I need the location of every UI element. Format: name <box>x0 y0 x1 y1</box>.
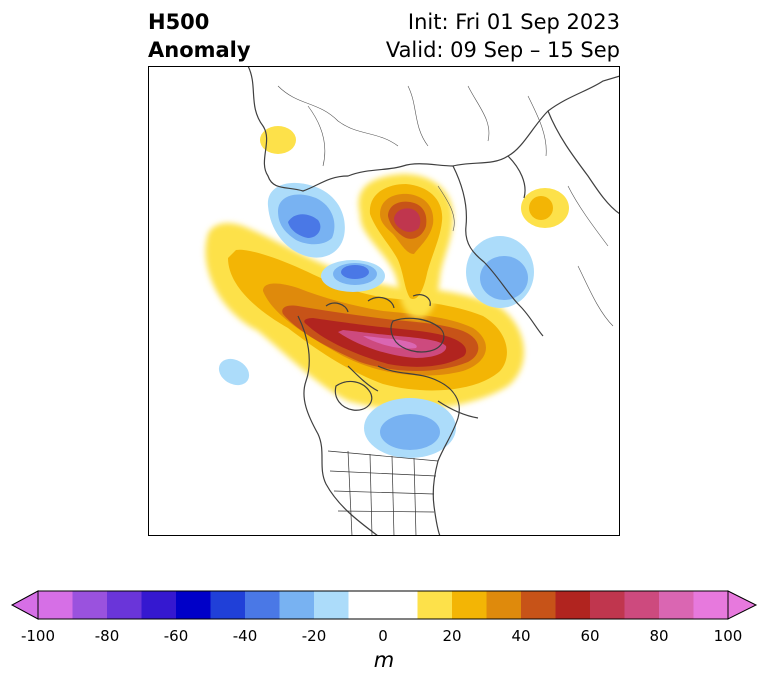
colorbar-tick-label: -100 <box>20 627 56 645</box>
title-line-2: Anomaly <box>148 38 251 62</box>
coastlines <box>247 66 620 536</box>
colorbar-tick-label: 100 <box>713 627 743 645</box>
valid-range: Valid: 09 Sep – 15 Sep <box>385 38 620 62</box>
anomaly-fill <box>205 126 569 458</box>
colorbar-segment <box>417 591 453 619</box>
negative-anomaly-nw <box>267 182 345 258</box>
map-svg <box>148 66 620 536</box>
colorbar-segment <box>693 591 729 619</box>
colorbar <box>10 590 758 620</box>
colorbar-segment <box>314 591 349 619</box>
positive-anomaly-main <box>205 223 525 410</box>
colorbar-tick-label: -80 <box>94 627 120 645</box>
map-border <box>148 66 620 536</box>
colorbar-segment <box>245 591 280 619</box>
colorbar-tick-label: 80 <box>649 627 669 645</box>
positive-anomaly-nw <box>260 126 296 154</box>
colorbar-segment <box>176 591 211 619</box>
colorbar-segment <box>72 591 108 619</box>
negative-anomaly-north <box>321 260 385 292</box>
colorbar-svg <box>10 590 758 620</box>
colorbar-unit: m <box>373 648 395 672</box>
init-date: Init: Fri 01 Sep 2023 <box>407 10 620 34</box>
colorbar-segment <box>141 591 177 619</box>
colorbar-segment <box>590 591 625 619</box>
colorbar-tick-label: 60 <box>580 627 600 645</box>
negative-anomaly-great-lakes <box>364 398 456 458</box>
colorbar-segment <box>107 591 142 619</box>
date-info: Init: Fri 01 Sep 2023 Valid: 09 Sep – 15… <box>386 8 620 64</box>
colorbar-extend-max <box>727 590 758 620</box>
colorbar-tick-label: -40 <box>232 627 258 645</box>
country-borders <box>277 85 614 327</box>
colorbar-segment <box>210 591 246 619</box>
colorbar-tick-label: 40 <box>511 627 531 645</box>
colorbar-segment <box>279 591 315 619</box>
colorbar-tick-label: 20 <box>442 627 462 645</box>
colorbar-tick-label: -60 <box>163 627 189 645</box>
anomaly-map <box>148 66 620 536</box>
colorbar-segment <box>486 591 522 619</box>
colorbar-segment <box>521 591 556 619</box>
colorbar-tick-label: 0 <box>378 627 388 645</box>
us-state-borders <box>327 450 439 536</box>
colorbar-segment <box>383 591 418 619</box>
colorbar-segment <box>659 591 694 619</box>
colorbar-segment <box>38 591 73 619</box>
colorbar-border <box>37 590 729 620</box>
colorbar-segment <box>555 591 591 619</box>
chart-title: H500 Anomaly <box>148 8 251 64</box>
colorbar-extend-min <box>10 590 39 620</box>
colorbar-segment <box>348 591 384 619</box>
negative-anomaly-ne <box>466 236 534 308</box>
colorbar-segment <box>624 591 660 619</box>
colorbar-tick-label: -20 <box>301 627 327 645</box>
colorbar-segment <box>452 591 487 619</box>
positive-anomaly-north <box>358 174 453 318</box>
title-line-1: H500 <box>148 10 210 34</box>
negative-anomaly-pacific <box>218 358 250 386</box>
